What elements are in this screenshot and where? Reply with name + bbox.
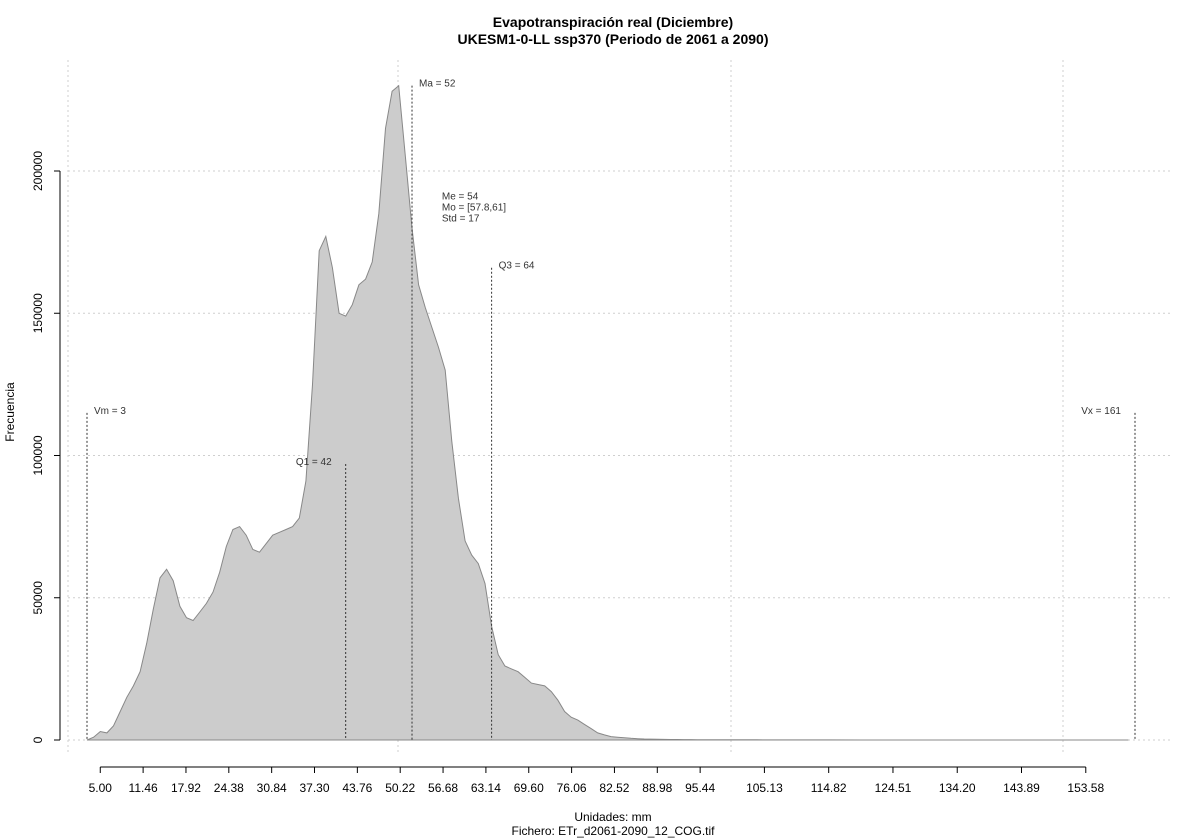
chart-title: Evapotranspiración real (Diciembre)	[493, 14, 733, 30]
vx-label: Vx = 161	[1081, 406, 1121, 417]
chart-subtitle: UKESM1-0-LL ssp370 (Periodo de 2061 a 20…	[458, 31, 769, 47]
x-axis: 5.00 11.46 17.92 24.38 30.84 37.30 43.76 50.22 5…	[89, 766, 1104, 795]
x-tick-label-20: 153.58	[1067, 781, 1104, 795]
y-axis: 0 50000 100000 150000 200000	[31, 151, 61, 743]
x-tick-label-12: 82.52	[599, 781, 629, 795]
x-tick-label-19: 143.89	[1003, 781, 1040, 795]
q3-label: Q3 = 64	[499, 261, 535, 272]
y-tick-label-2: 100000	[31, 435, 45, 475]
x-tick-label-2: 17.92	[171, 781, 201, 795]
x-tick-label-13: 88.98	[642, 781, 672, 795]
x-tick-label-14: 95.44	[685, 781, 715, 795]
x-tick-label-8: 56.68	[428, 781, 458, 795]
y-tick-label-3: 150000	[31, 293, 45, 333]
x-tick-label-6: 43.76	[342, 781, 372, 795]
y-axis-label: Frecuencia	[3, 382, 17, 442]
x-tick-label-1: 11.46	[129, 781, 158, 795]
x-tick-label-3: 24.38	[214, 781, 244, 795]
x-tick-label-0: 5.00	[89, 781, 113, 795]
x-tick-label-11: 76.06	[557, 781, 587, 795]
stat-line-1: Mo = [57.8,61]	[442, 202, 506, 213]
x-tick-label-4: 30.84	[257, 781, 287, 795]
file-label: Fichero: ETr_d2061-2090_12_COG.tif	[512, 824, 716, 838]
x-tick-label-10: 69.60	[514, 781, 544, 795]
density-fill	[86, 84, 1129, 741]
stat-line-0: Me = 54	[442, 191, 479, 202]
x-tick-label-16: 114.82	[811, 781, 847, 795]
annotations: Vm = 3 Q1 = 42 Ma = 52 Q3 = 64 Vx = 161	[86, 79, 1136, 740]
x-tick-label-5: 37.30	[299, 781, 329, 795]
q1-label: Q1 = 42	[296, 457, 332, 468]
stat-line-2: Std = 17	[442, 213, 480, 224]
x-tick-label-17: 124.51	[875, 781, 912, 795]
y-tick-label-1: 50000	[31, 581, 45, 615]
vm-label: Vm = 3	[94, 406, 126, 417]
x-axis-label: Unidades: mm	[574, 810, 651, 824]
ma-label: Ma = 52	[419, 79, 456, 90]
x-tick-label-15: 105.13	[746, 781, 783, 795]
y-tick-label-4: 200000	[31, 151, 45, 191]
density-area	[86, 84, 1129, 741]
x-tick-label-9: 63.14	[471, 781, 501, 795]
x-tick-label-7: 50.22	[385, 781, 415, 795]
x-tick-label-18: 134.20	[939, 781, 976, 795]
y-tick-label-0: 0	[31, 736, 45, 743]
